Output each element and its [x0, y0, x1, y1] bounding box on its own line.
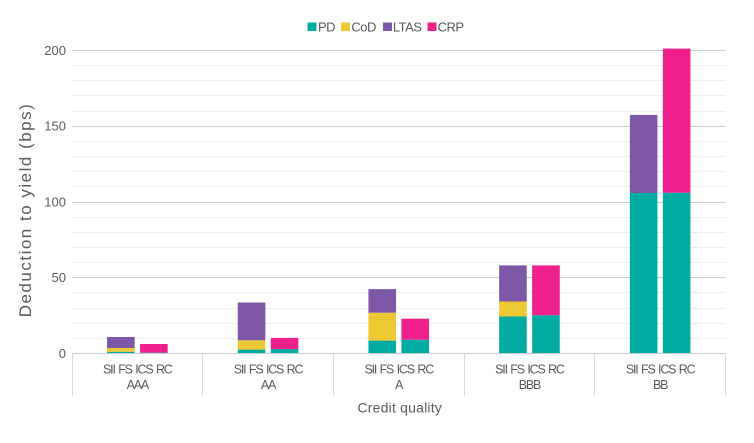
svg-text:0: 0 [59, 346, 66, 361]
svg-text:BB: BB [653, 378, 668, 392]
svg-text:AA: AA [261, 378, 277, 392]
svg-text:BBB: BBB [519, 378, 541, 392]
svg-text:100: 100 [44, 194, 66, 209]
svg-text:SII FS ICS RC: SII FS ICS RC [234, 363, 304, 377]
svg-text:Deduction to yield (bps): Deduction to yield (bps) [16, 103, 35, 318]
svg-text:150: 150 [44, 119, 66, 134]
svg-text:200: 200 [44, 43, 66, 58]
svg-text:LTAS: LTAS [393, 19, 422, 34]
svg-text:PD: PD [318, 19, 335, 34]
svg-text:SII FS ICS RC: SII FS ICS RC [495, 363, 565, 377]
svg-text:A: A [395, 378, 404, 392]
svg-text:50: 50 [52, 270, 66, 285]
svg-text:AAA: AAA [127, 378, 150, 392]
svg-text:SII FS ICS RC: SII FS ICS RC [364, 363, 434, 377]
svg-text:SII FS ICS RC: SII FS ICS RC [626, 363, 696, 377]
svg-text:CRP: CRP [438, 19, 464, 34]
svg-text:SII FS ICS RC: SII FS ICS RC [103, 363, 173, 377]
svg-text:CoD: CoD [351, 19, 376, 34]
svg-text:Credit quality: Credit quality [357, 400, 442, 416]
